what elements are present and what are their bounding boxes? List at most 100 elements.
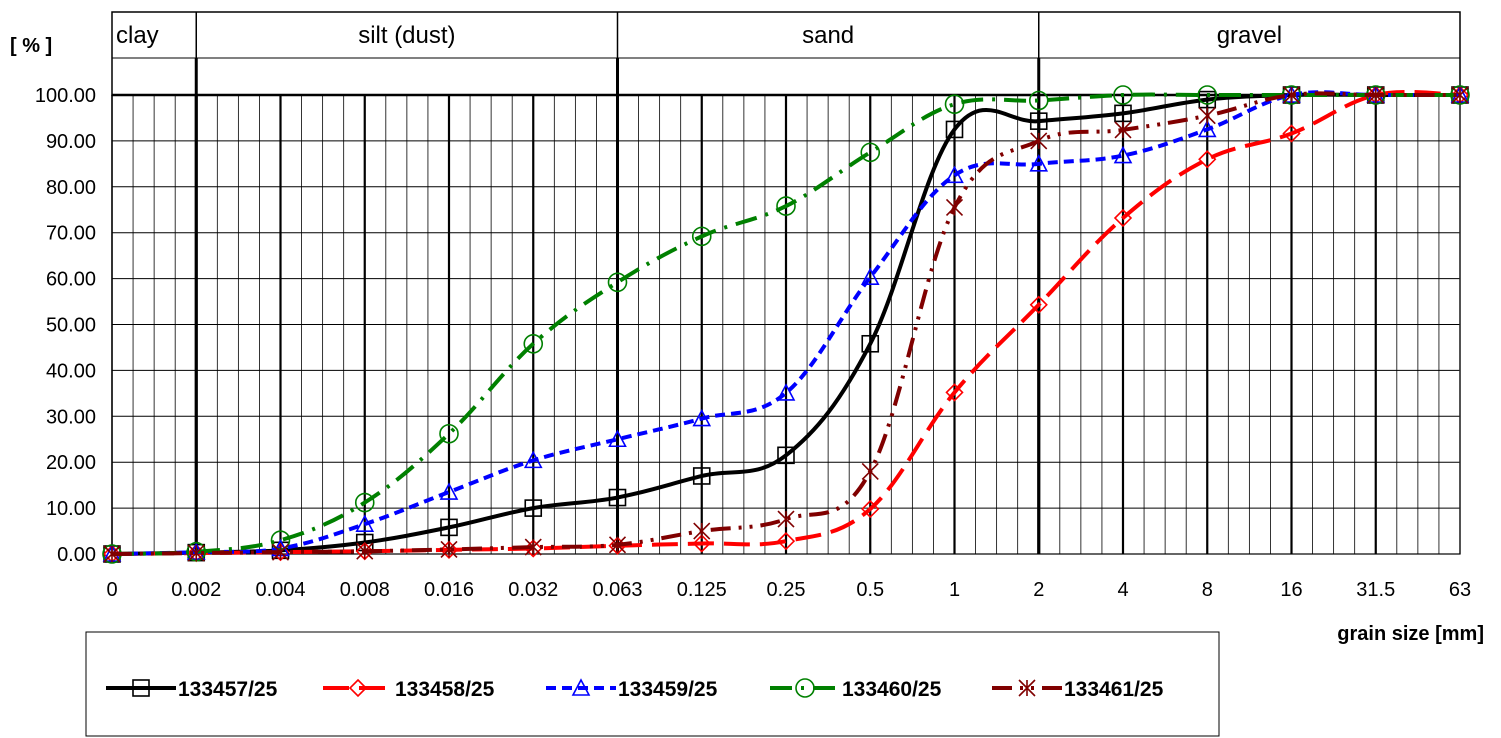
y-tick-label: 100.00 <box>35 85 96 107</box>
y-tick-label: 60.00 <box>46 269 96 291</box>
legend-marker <box>571 678 591 696</box>
band-label-gravel: gravel <box>1217 22 1282 49</box>
band-label-silt: silt (dust) <box>358 22 455 49</box>
data-point <box>1450 85 1470 105</box>
x-tick-label: 0.004 <box>255 579 305 601</box>
data-point <box>440 518 458 537</box>
data-point <box>776 383 796 401</box>
data-point <box>860 142 881 163</box>
legend-label: 133460/25 <box>842 678 942 701</box>
series-133461-25 <box>103 86 1469 563</box>
data-point <box>693 522 711 540</box>
plot-frame <box>111 94 1461 555</box>
x-tick-label: 0.016 <box>424 579 474 601</box>
data-point <box>1282 124 1301 143</box>
data-point <box>861 334 880 353</box>
legend-item: 133460/25 <box>770 678 942 701</box>
data-point <box>523 450 543 469</box>
x-tick-label: 0.032 <box>508 579 558 601</box>
data-point <box>1029 154 1049 172</box>
data-point <box>356 542 374 560</box>
data-point <box>945 120 964 139</box>
data-point <box>861 499 880 519</box>
data-point <box>439 540 459 560</box>
data-point <box>777 510 795 528</box>
data-point <box>1029 112 1048 130</box>
data-point <box>1113 145 1133 164</box>
series-line <box>111 90 1460 556</box>
x-tick-label: 16 <box>1280 579 1302 601</box>
data-point <box>1198 107 1216 125</box>
chart-grid <box>111 58 1461 555</box>
data-point <box>692 467 711 485</box>
x-tick-label: 31.5 <box>1356 579 1395 601</box>
data-point <box>1197 119 1217 138</box>
data-point <box>1367 86 1385 104</box>
data-point <box>1451 86 1469 104</box>
data-point <box>1114 104 1132 123</box>
data-point <box>860 267 880 286</box>
y-axis-label: [ % ] <box>10 35 52 57</box>
y-tick-label: 0.00 <box>57 544 96 566</box>
grain-band-header: clay silt (dust) sand gravel <box>111 11 1461 96</box>
data-point <box>608 536 627 554</box>
data-point <box>607 272 628 293</box>
x-axis-label: grain size [mm] <box>1337 623 1484 645</box>
x-tick-label: 0.002 <box>171 579 221 601</box>
legend-label: 133458/25 <box>395 678 495 701</box>
y-tick-label: 50.00 <box>46 315 96 337</box>
x-tick-label: 63 <box>1449 579 1471 601</box>
y-tick-label: 40.00 <box>46 360 96 382</box>
x-tick-label: 2 <box>1033 579 1044 601</box>
data-point <box>523 333 544 354</box>
y-tick-label: 20.00 <box>46 452 96 474</box>
data-point <box>1197 85 1218 105</box>
x-axis: 0 0.002 0.004 0.008 0.016 0.032 0.063 0.125 0.25… <box>106 579 1471 601</box>
data-point <box>945 198 964 217</box>
x-tick-label: 0.5 <box>856 579 884 601</box>
y-tick-label: 90.00 <box>46 131 96 153</box>
y-tick-label: 70.00 <box>46 223 96 245</box>
legend-marker <box>795 678 815 698</box>
data-point <box>1198 150 1217 169</box>
data-point <box>355 514 375 532</box>
legend-marker <box>1018 679 1036 697</box>
legend-label: 133459/25 <box>618 678 718 701</box>
legend-item: 133461/25 <box>992 678 1164 701</box>
data-point <box>439 423 459 444</box>
legend-marker <box>348 678 368 698</box>
series-line <box>111 92 1460 556</box>
data-point <box>692 534 711 553</box>
data-point <box>1114 121 1132 139</box>
legend-item: 133458/25 <box>323 678 495 701</box>
data-point <box>187 544 205 562</box>
data-point <box>524 538 542 556</box>
x-tick-label: 0.25 <box>767 579 806 601</box>
data-point <box>1029 295 1048 314</box>
legend: 133457/25 133458/25 133459/25 133460/25 1334… <box>85 631 1220 737</box>
data-point <box>1030 132 1048 150</box>
series-line <box>111 92 1460 556</box>
data-point <box>945 165 964 184</box>
legend-item: 133457/25 <box>106 678 278 701</box>
band-label-sand: sand <box>802 22 854 49</box>
x-tick-label: 8 <box>1202 579 1213 601</box>
x-tick-label: 0 <box>106 579 117 601</box>
data-point <box>271 543 290 561</box>
series-line <box>111 91 1460 556</box>
data-point <box>776 196 796 216</box>
data-point <box>1282 86 1301 104</box>
data-point <box>1113 85 1133 105</box>
y-tick-label: 10.00 <box>46 498 96 520</box>
legend-label: 133461/25 <box>1064 678 1164 701</box>
legend-label: 133457/25 <box>178 678 278 701</box>
data-point <box>1113 208 1133 228</box>
series-line <box>111 89 1461 556</box>
legend-marker <box>132 679 150 697</box>
data-point <box>103 545 121 563</box>
x-tick-label: 0.125 <box>677 579 727 601</box>
data-point <box>944 94 965 114</box>
data-point <box>439 482 459 500</box>
data-point <box>440 540 458 558</box>
